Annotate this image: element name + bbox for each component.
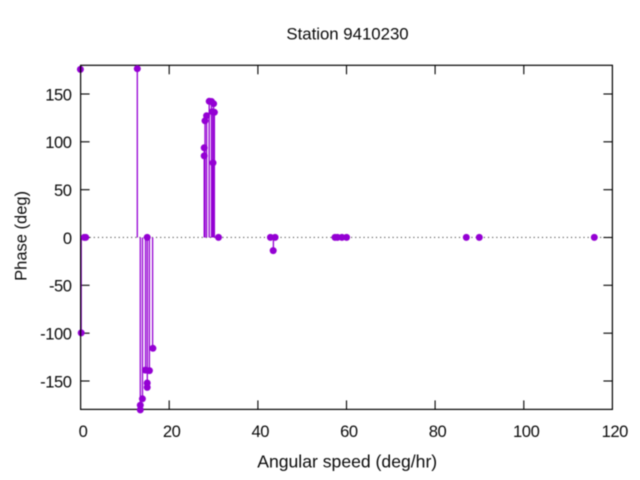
svg-text:-100: -100 xyxy=(40,325,72,344)
svg-text:120: 120 xyxy=(602,422,629,441)
svg-text:-150: -150 xyxy=(40,372,72,391)
svg-text:Station 9410230: Station 9410230 xyxy=(286,24,408,43)
svg-text:100: 100 xyxy=(513,422,540,441)
svg-text:100: 100 xyxy=(45,133,72,152)
svg-text:40: 40 xyxy=(252,422,270,441)
svg-text:Angular speed (deg/hr): Angular speed (deg/hr) xyxy=(257,451,437,471)
svg-text:Phase (deg): Phase (deg) xyxy=(13,191,31,281)
svg-text:20: 20 xyxy=(163,422,181,441)
svg-text:-50: -50 xyxy=(49,277,72,296)
svg-text:150: 150 xyxy=(45,85,72,104)
svg-text:60: 60 xyxy=(340,422,358,441)
svg-text:50: 50 xyxy=(54,181,72,200)
svg-text:0: 0 xyxy=(63,229,72,248)
svg-text:80: 80 xyxy=(429,422,447,441)
svg-text:0: 0 xyxy=(79,422,88,441)
